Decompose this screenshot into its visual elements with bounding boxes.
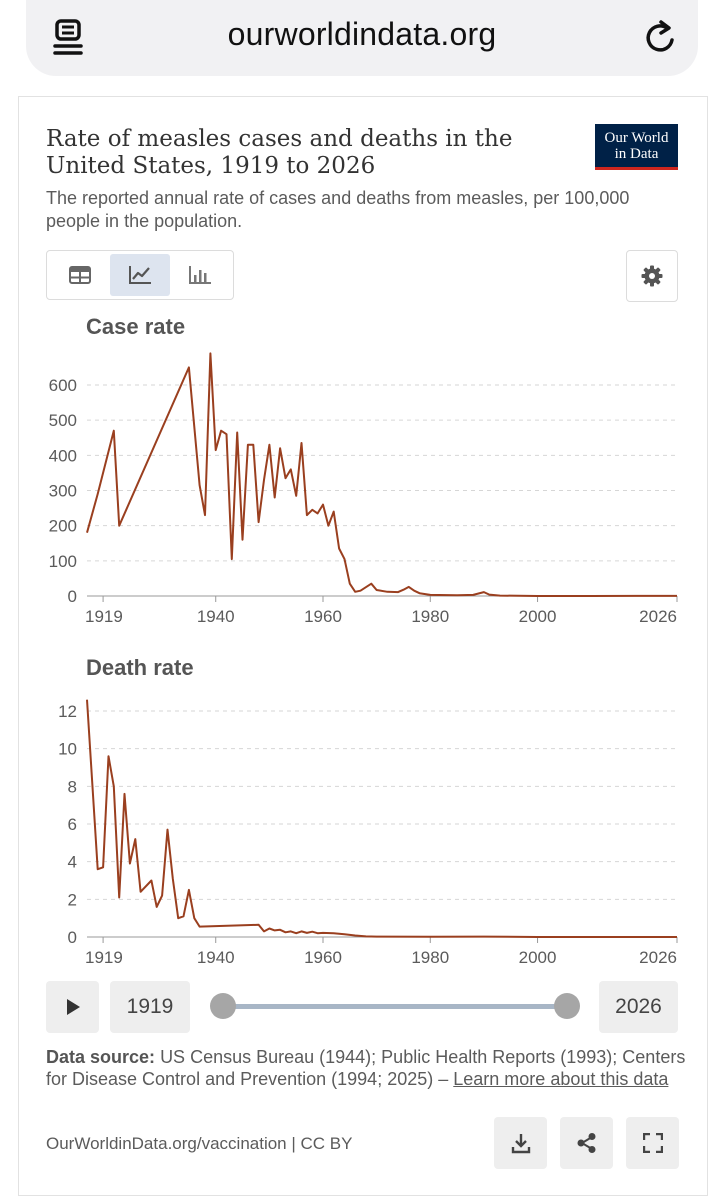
fullscreen-icon — [642, 1133, 663, 1153]
footer-link[interactable]: OurWorldinData.org/vaccination | CC BY — [46, 1134, 353, 1153]
x-tick-label: 1980 — [411, 607, 449, 626]
x-tick-label: 2000 — [519, 607, 557, 626]
logo-line-1: Our World — [604, 130, 669, 146]
chart-subtitle: The reported annual rate of cases and de… — [46, 188, 630, 231]
menu-icon[interactable] — [50, 18, 86, 56]
view-tabs — [46, 250, 234, 300]
table-icon — [69, 266, 91, 284]
chart-title-1: Case rate — [86, 314, 185, 339]
y-tick-label: 600 — [49, 376, 77, 395]
logo-line-2: in Data — [614, 146, 659, 162]
chart-title: Rate of measles cases and deaths in the … — [46, 126, 513, 179]
tab-table[interactable] — [50, 254, 110, 296]
source-text: US Census Bureau (1944); Public Health R… — [46, 1047, 686, 1089]
owid-logo[interactable]: Our World in Data — [595, 124, 678, 170]
x-tick-label: 1919 — [85, 607, 123, 626]
y-tick-label: 100 — [49, 552, 77, 571]
y-tick-label: 0 — [68, 587, 77, 606]
end-year-handle[interactable] — [554, 993, 580, 1019]
y-tick-label: 4 — [68, 853, 77, 872]
y-tick-label: 200 — [49, 517, 77, 536]
start-year-handle[interactable] — [210, 993, 236, 1019]
x-tick-label: 1919 — [85, 948, 123, 967]
start-year-label[interactable]: 1919 — [110, 981, 190, 1033]
y-tick-label: 500 — [49, 411, 77, 430]
x-tick-label: 1980 — [411, 948, 449, 967]
series-line-death-rate — [86, 699, 677, 938]
share-button[interactable] — [560, 1117, 613, 1169]
y-tick-label: 0 — [68, 928, 77, 947]
data-source: Data source: US Census Bureau (1944); Pu… — [46, 1046, 686, 1090]
timeline-track[interactable] — [224, 1004, 567, 1009]
play-button[interactable] — [46, 981, 99, 1033]
end-year-label[interactable]: 2026 — [599, 981, 678, 1033]
line-chart-icon — [129, 266, 151, 284]
url-text[interactable]: ourworldindata.org — [227, 16, 497, 52]
y-tick-label: 10 — [58, 740, 77, 759]
x-tick-label: 2000 — [519, 948, 557, 967]
x-tick-label: 1960 — [304, 948, 342, 967]
y-tick-label: 400 — [49, 446, 77, 465]
browser-address-bar: ourworldindata.org — [26, 0, 698, 76]
share-icon — [577, 1133, 595, 1153]
y-tick-label: 12 — [58, 702, 77, 721]
x-tick-label: 1940 — [197, 948, 235, 967]
x-tick-label: 2026 — [639, 948, 677, 967]
settings-button[interactable] — [626, 250, 678, 302]
x-tick-label: 1960 — [304, 607, 342, 626]
y-tick-label: 2 — [68, 890, 77, 909]
tab-map[interactable] — [170, 254, 230, 296]
series-line-case-rate — [86, 352, 677, 597]
chart-title-2: Death rate — [86, 655, 194, 680]
reload-icon[interactable] — [642, 18, 678, 56]
download-button[interactable] — [494, 1117, 547, 1169]
play-icon — [66, 999, 80, 1015]
source-label: Data source: — [46, 1047, 156, 1067]
y-tick-label: 6 — [68, 815, 77, 834]
bar-chart-icon — [189, 266, 211, 284]
gear-icon — [641, 265, 663, 287]
fullscreen-button[interactable] — [626, 1117, 679, 1169]
download-icon — [511, 1134, 530, 1154]
learn-more-link[interactable]: Learn more about this data — [453, 1069, 669, 1089]
y-tick-label: 8 — [68, 777, 77, 796]
x-tick-label: 1940 — [197, 607, 235, 626]
x-tick-label: 2026 — [639, 607, 677, 626]
y-tick-label: 300 — [49, 482, 77, 501]
tab-chart[interactable] — [110, 254, 170, 296]
